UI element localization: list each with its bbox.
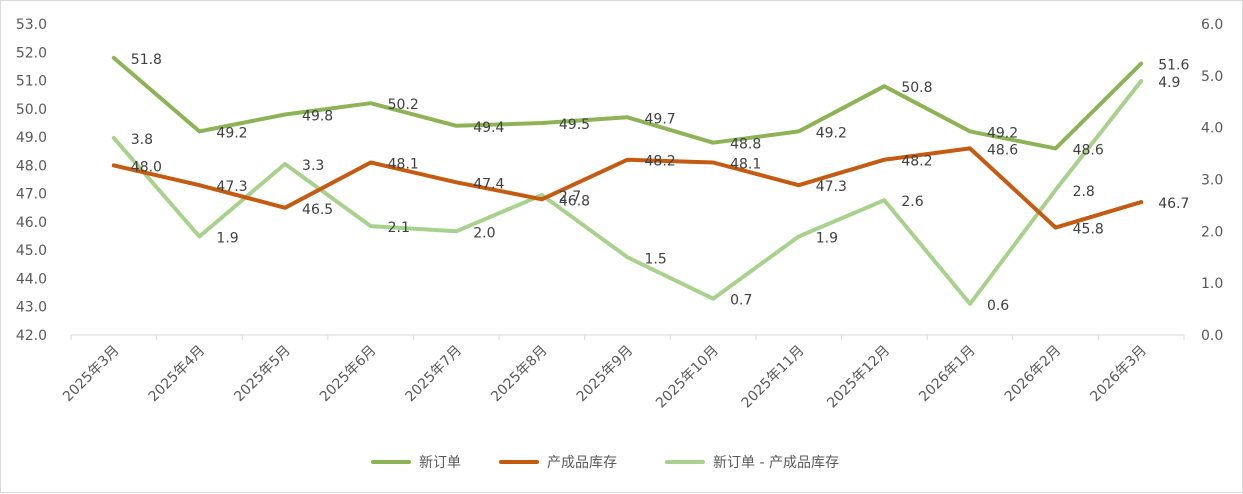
data-label: 0.6 (987, 298, 1009, 314)
data-label: 47.3 (816, 179, 847, 195)
x-tick-label: 2025年4月 (146, 343, 209, 406)
x-tick-label: 2025年9月 (574, 343, 637, 406)
data-label: 45.8 (1073, 222, 1104, 238)
y-left-tick-label: 43.0 (16, 300, 47, 316)
y-right-tick-label: 3.0 (1201, 173, 1223, 189)
data-label: 51.6 (1158, 58, 1189, 74)
y-left-tick-label: 46.0 (16, 215, 47, 231)
y-left-tick-label: 53.0 (16, 17, 47, 33)
x-tick-label: 2026年3月 (1087, 343, 1150, 406)
data-label: 1.9 (216, 231, 238, 247)
series-layer (111, 55, 1144, 306)
y-left-tick-label: 42.0 (16, 328, 47, 344)
data-label: 48.2 (901, 154, 932, 170)
x-tick-label: 2025年7月 (402, 343, 465, 406)
data-label: 2.8 (1073, 184, 1095, 200)
data-label: 47.3 (216, 179, 247, 195)
data-label: 51.8 (131, 52, 162, 68)
data-label: 50.2 (388, 97, 419, 113)
data-label: 48.2 (645, 154, 676, 170)
y-left-tick-label: 48.0 (16, 158, 47, 174)
data-label: 48.6 (1073, 142, 1104, 158)
data-label: 49.2 (987, 125, 1018, 141)
data-label: 1.5 (645, 251, 667, 267)
data-label: 48.1 (730, 157, 761, 173)
x-tick-label: 2025年11月 (739, 343, 808, 412)
y-right-tick-label: 4.0 (1201, 121, 1223, 137)
x-tick-label: 2025年10月 (653, 343, 722, 412)
legend-label: 新订单 (419, 455, 461, 471)
data-label: 3.3 (302, 158, 324, 174)
data-label: 49.4 (473, 120, 504, 136)
series-line-1 (111, 146, 1144, 230)
data-label: 48.1 (388, 157, 419, 173)
x-tick-label: 2025年5月 (231, 343, 294, 406)
data-label: 49.2 (216, 125, 247, 141)
data-label: 1.9 (816, 231, 838, 247)
data-label: 4.9 (1158, 75, 1180, 91)
data-labels: 51.8 49.2 49.8 50.2 49.4 49.5 49.7 48.8 49.2 50.8… (131, 52, 1190, 314)
y-left-tick-label: 45.0 (16, 243, 47, 259)
data-label: 2.6 (901, 194, 923, 210)
y-left-tick-label: 52.0 (16, 45, 47, 61)
y-right-tick-label: 6.0 (1201, 17, 1223, 33)
data-label: 2.7 (559, 189, 581, 205)
x-tick-label: 2025年8月 (488, 343, 551, 406)
y-left-tick-label: 50.0 (16, 102, 47, 118)
data-label: 46.8 (559, 193, 590, 209)
data-label: 49.5 (559, 117, 590, 133)
x-tick-label: 2026年2月 (1002, 343, 1065, 406)
series-line-0 (111, 55, 1144, 151)
data-label: 48.8 (730, 137, 761, 153)
data-label: 0.7 (730, 293, 752, 309)
data-label: 49.8 (302, 108, 333, 124)
data-label: 50.8 (901, 80, 932, 96)
x-tick-label: 2026年1月 (916, 343, 979, 406)
data-label: 2.1 (388, 220, 410, 236)
data-label: 47.4 (473, 176, 504, 192)
x-tick-label: 2025年6月 (317, 343, 380, 406)
data-label: 48.0 (131, 159, 162, 175)
legend-label: 产成品库存 (547, 455, 617, 471)
y-right-tick-label: 1.0 (1201, 276, 1223, 292)
y-left-tick-label: 47.0 (16, 187, 47, 203)
data-label: 48.6 (987, 142, 1018, 158)
y-right-tick-label: 5.0 (1201, 69, 1223, 85)
data-label: 49.2 (816, 125, 847, 141)
y-right-tick-label: 0.0 (1201, 328, 1223, 344)
legend: 新订单 产成品库存 新订单 - 产成品库存 (371, 455, 839, 471)
data-label: 3.8 (131, 132, 153, 148)
y-right-tick-label: 2.0 (1201, 224, 1223, 240)
data-label: 2.0 (473, 225, 495, 241)
series-line-2 (111, 79, 1144, 306)
x-tick-label: 2025年3月 (60, 343, 123, 406)
y-left-tick-label: 44.0 (16, 271, 47, 287)
y-left-tick-label: 49.0 (16, 130, 47, 146)
legend-label: 新订单 - 产成品库存 (713, 455, 839, 471)
x-tick-label: 2025年12月 (824, 343, 893, 412)
data-label: 49.7 (645, 111, 676, 127)
y-left-tick-label: 51.0 (16, 74, 47, 90)
data-label: 46.7 (1158, 196, 1189, 212)
data-label: 46.5 (302, 202, 333, 218)
